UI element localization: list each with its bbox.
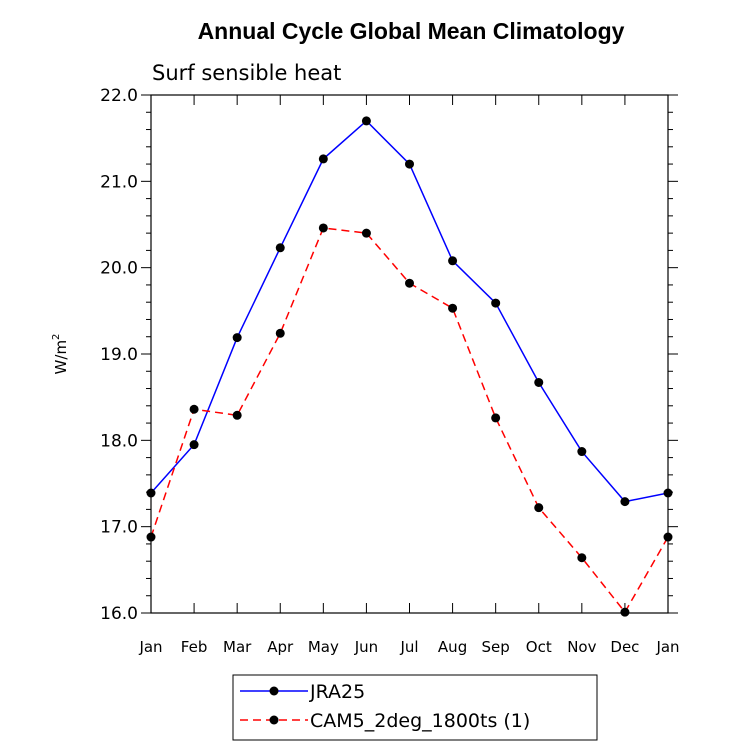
y-axis-label-base: W/m (52, 340, 70, 375)
x-tick-labels: Jan Feb Mar Apr May Jun Jul Aug Sep Oct Nov Dec Jan (138, 638, 679, 656)
y-tick-label: 19.0 (100, 345, 138, 365)
x-tick-label: Mar (223, 638, 252, 656)
x-tick-label: May (308, 638, 339, 656)
data-point-1 (361, 228, 371, 238)
data-point-0 (491, 298, 501, 308)
data-point-0 (448, 256, 458, 266)
y-axis-label: W/m2 (51, 334, 70, 375)
x-tick-label: Apr (267, 638, 294, 656)
data-point-0 (577, 447, 587, 457)
y-tick-label: 18.0 (100, 431, 138, 451)
data-point-0 (318, 154, 328, 164)
x-tick-label: Nov (567, 638, 596, 656)
x-tick-label: Jun (354, 638, 378, 656)
legend-marker-cam5 (269, 715, 279, 725)
data-point-0 (534, 377, 544, 387)
svg-text:W/m2: W/m2 (51, 334, 70, 375)
data-point-1 (405, 278, 414, 288)
data-point-1 (275, 328, 285, 338)
x-tick-label: Jan (655, 638, 679, 656)
legend-label-cam5: CAM5_2deg_1800ts (1) (310, 710, 530, 732)
data-point-1 (534, 503, 544, 513)
series-line-0 (150, 119, 669, 503)
data-point-0 (405, 159, 414, 169)
data-point-0 (620, 497, 630, 507)
y-tick-label: 21.0 (100, 172, 138, 192)
y-axis-label-superscript: 2 (51, 334, 62, 340)
y-tick-label: 22.0 (100, 86, 138, 106)
data-point-0 (189, 440, 199, 450)
x-tick-label: Sep (482, 638, 510, 656)
x-tick-label: Dec (610, 638, 639, 656)
data-point-0 (275, 243, 285, 253)
x-tick-label: Aug (438, 638, 467, 656)
data-point-1 (663, 532, 673, 542)
chart-title: Annual Cycle Global Mean Climatology (198, 18, 625, 44)
data-point-1 (189, 404, 199, 414)
legend: JRA25 CAM5_2deg_1800ts (1) (232, 674, 598, 741)
legend-box (232, 674, 598, 741)
data-point-1 (318, 223, 328, 233)
x-tick-label: Feb (181, 638, 208, 656)
data-point-1 (232, 410, 242, 420)
y-tick-labels: 16.0 17.0 18.0 19.0 20.0 21.0 22.0 (100, 86, 138, 624)
data-point-0 (361, 116, 371, 126)
axis-ticks (141, 94, 678, 614)
data-point-1 (448, 303, 458, 313)
data-point-1 (146, 532, 156, 542)
x-tick-label: Jan (138, 638, 162, 656)
data-point-0 (146, 488, 156, 498)
y-tick-label: 16.0 (100, 604, 138, 624)
data-point-1 (577, 553, 587, 563)
data-point-1 (620, 607, 630, 617)
x-tick-label: Jul (399, 638, 418, 656)
plot-frame (150, 94, 669, 614)
data-point-0 (232, 333, 242, 343)
legend-marker-jra25 (269, 686, 279, 696)
data-point-0 (663, 488, 673, 498)
x-tick-label: Oct (526, 638, 552, 656)
y-tick-label: 20.0 (100, 259, 138, 279)
series-markers (146, 116, 673, 617)
chart-subtitle: Surf sensible heat (152, 61, 341, 85)
data-point-1 (491, 413, 501, 423)
y-tick-label: 17.0 (100, 518, 138, 538)
series-lines (150, 119, 669, 614)
legend-label-jra25: JRA25 (309, 681, 365, 703)
